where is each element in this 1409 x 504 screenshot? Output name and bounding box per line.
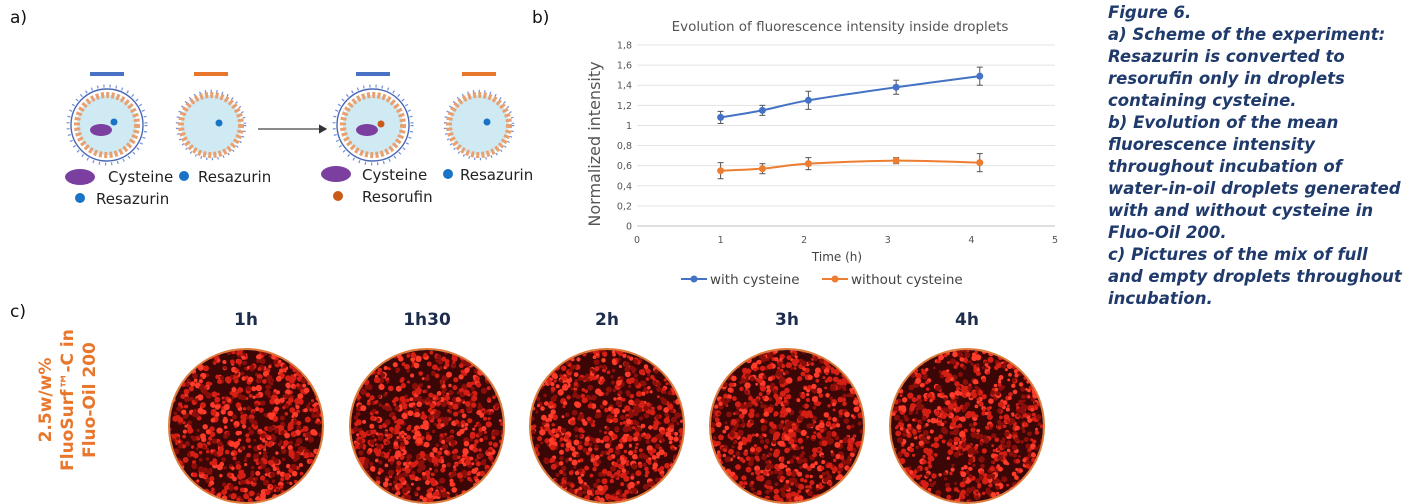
legend-resazurin-icon-2 xyxy=(75,193,85,203)
panel-label-b: b) xyxy=(532,8,550,28)
caption-a: a) Scheme of the experiment: Resazurin i… xyxy=(1108,25,1386,110)
legend-resazurin-label: Resazurin xyxy=(198,168,271,186)
series-line-1 xyxy=(720,159,980,172)
droplet-picture-1h30 xyxy=(349,348,505,504)
y-tick-label: 1,4 xyxy=(617,81,632,92)
y-tick-label: 0 xyxy=(626,222,632,233)
data-point xyxy=(758,165,766,173)
y-tick-label: 0,8 xyxy=(617,141,632,152)
time-label-1h: 1h xyxy=(234,310,258,330)
droplet-texture xyxy=(711,350,863,502)
y-axis-label: Normalized intensity xyxy=(585,61,604,226)
time-label-1h30: 1h30 xyxy=(403,310,451,330)
droplet-texture xyxy=(891,350,1043,502)
experiment-scheme: Cysteine Resazurin Resazurin Cysteine Re… xyxy=(65,72,533,208)
scheme-bar-orange-1 xyxy=(194,72,228,76)
x-tick-label: 5 xyxy=(1052,235,1058,246)
y-tick-label: 0,4 xyxy=(617,181,632,192)
droplet-empty-after xyxy=(445,91,513,159)
scheme-bar-blue-2 xyxy=(356,72,390,76)
x-tick-labels: 0 1 2 3 4 5 xyxy=(634,235,1058,246)
y-tick-label: 0,2 xyxy=(617,201,632,212)
data-point xyxy=(976,72,984,80)
droplet-picture-4h xyxy=(889,348,1045,504)
y-tick-label: 1 xyxy=(626,121,632,132)
y-tick-label: 1,6 xyxy=(617,61,632,72)
time-label-3h: 3h xyxy=(775,310,799,330)
chart-legend: with cysteine without cysteine xyxy=(681,272,963,288)
data-point xyxy=(892,157,900,165)
droplet-picture-1h xyxy=(168,348,324,504)
data-point xyxy=(758,106,766,114)
legend-resazurin-icon xyxy=(179,171,189,181)
scheme-bar-orange-2 xyxy=(462,72,496,76)
legend-without-cysteine-marker xyxy=(831,275,839,283)
x-axis-label: Time (h) xyxy=(811,250,862,264)
chart-series xyxy=(717,66,984,180)
droplet-texture xyxy=(351,350,503,502)
panel-label-c: c) xyxy=(10,302,26,322)
legend-resazurin-label-r: Resazurin xyxy=(460,166,533,184)
legend-resorufin-icon xyxy=(333,191,343,201)
surfactant-label: 2.5w/w% FluoSurf™-C in Fluo-Oil 200 xyxy=(18,310,118,490)
data-point xyxy=(717,167,725,175)
surfactant-label-line2: FluoSurf™-C in xyxy=(58,329,78,471)
x-tick-label: 1 xyxy=(718,235,724,246)
y-tick-label: 1,2 xyxy=(617,101,632,112)
x-tick-label: 3 xyxy=(885,235,891,246)
droplet-pictures-panel: 2.5w/w% FluoSurf™-C in Fluo-Oil 200 1h 1… xyxy=(0,300,1100,504)
chart-grid xyxy=(637,44,1055,227)
caption-title: Figure 6. xyxy=(1108,3,1192,22)
droplet-picture-2h xyxy=(529,348,685,504)
legend-with-cysteine-label: with cysteine xyxy=(710,272,800,288)
legend-cysteine-icon xyxy=(65,169,95,185)
legend-resorufin-label: Resorufin xyxy=(362,188,433,206)
data-point xyxy=(717,113,725,121)
data-point xyxy=(804,96,812,104)
caption-c: c) Pictures of the mix of full and empty… xyxy=(1108,245,1402,308)
x-tick-label: 4 xyxy=(968,235,974,246)
droplet-cysteine-before xyxy=(68,86,146,164)
panel-label-a: a) xyxy=(10,8,28,28)
droplet-texture xyxy=(170,350,322,502)
droplet-texture xyxy=(531,350,683,502)
legend-resazurin-icon-r xyxy=(443,169,453,179)
time-label-2h: 2h xyxy=(595,310,619,330)
figure-caption: Figure 6. a) Scheme of the experiment: R… xyxy=(1108,2,1404,310)
legend-cysteine-label: Cysteine xyxy=(108,168,173,186)
surfactant-label-line3: Fluo-Oil 200 xyxy=(80,342,100,458)
y-tick-label: 0,6 xyxy=(617,161,632,172)
legend-without-cysteine-label: without cysteine xyxy=(851,272,963,288)
y-tick-label: 1,8 xyxy=(617,41,632,52)
droplet-empty-before xyxy=(177,91,245,159)
series-line-0 xyxy=(720,75,980,119)
legend-with-cysteine-marker xyxy=(690,275,698,283)
data-point xyxy=(892,83,900,91)
x-tick-label: 2 xyxy=(801,235,807,246)
fluorescence-chart: Evolution of fluorescence intensity insi… xyxy=(585,19,1058,288)
legend-resazurin-label-2: Resazurin xyxy=(96,190,169,208)
data-point xyxy=(976,159,984,167)
droplet-picture-3h xyxy=(709,348,865,504)
caption-b: b) Evolution of the mean fluorescence in… xyxy=(1108,113,1401,242)
time-label-4h: 4h xyxy=(955,310,979,330)
scheme-bar-blue-1 xyxy=(90,72,124,76)
legend-cysteine-icon-r xyxy=(321,166,351,182)
y-tick-labels: 0 0,2 0,4 0,6 0,8 1 1,2 1,4 1,6 1,8 xyxy=(617,41,632,233)
surfactant-label-line1: 2.5w/w% xyxy=(36,357,56,443)
x-tick-label: 0 xyxy=(634,235,640,246)
legend-cysteine-label-r: Cysteine xyxy=(362,166,427,184)
chart-title: Evolution of fluorescence intensity insi… xyxy=(672,19,1009,35)
data-point xyxy=(804,160,812,168)
droplet-cysteine-after xyxy=(334,86,412,164)
